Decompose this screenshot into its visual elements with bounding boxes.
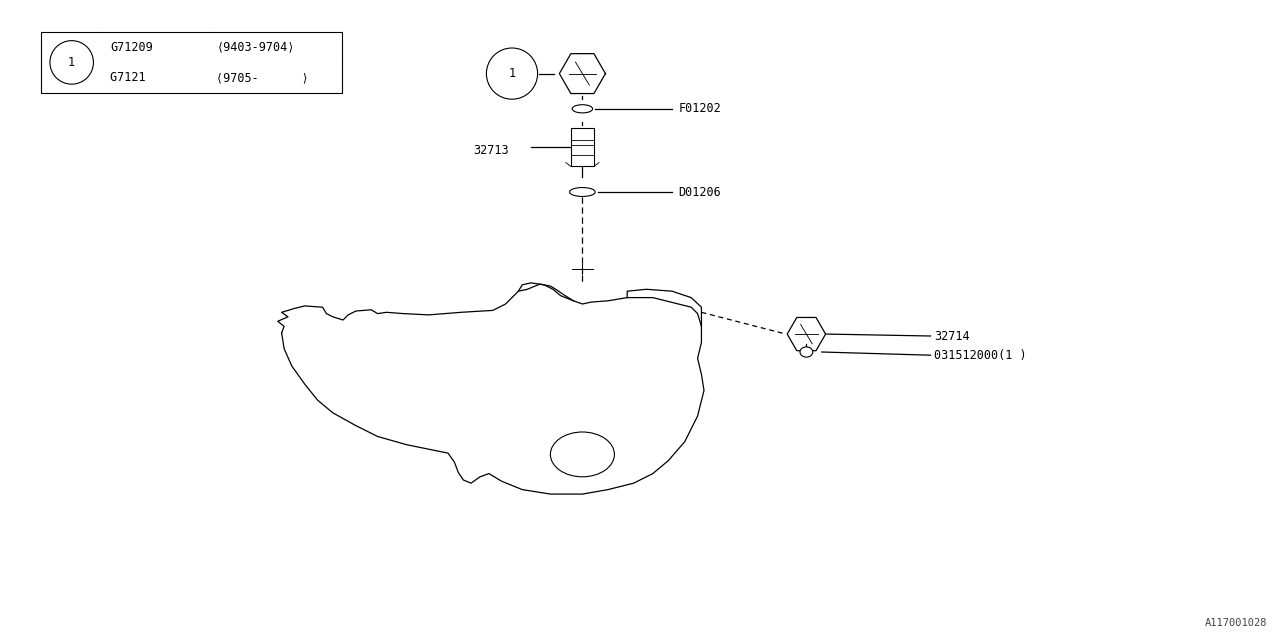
Text: G7121: G7121 [110,71,152,84]
Text: 1: 1 [508,67,516,80]
Ellipse shape [486,48,538,99]
Text: ⟨9403-9704⟩: ⟨9403-9704⟩ [216,41,294,54]
Text: 32713: 32713 [474,144,509,157]
Text: 1: 1 [68,56,76,69]
Ellipse shape [50,40,93,84]
Text: ⟨9705-      ⟩: ⟨9705- ⟩ [216,71,308,84]
Text: G71209: G71209 [110,41,152,54]
Ellipse shape [570,188,595,196]
Ellipse shape [800,347,813,357]
Text: D01206: D01206 [678,186,721,198]
Ellipse shape [550,432,614,477]
Text: 031512000(1 ): 031512000(1 ) [934,349,1027,362]
Text: 32714: 32714 [934,330,970,342]
Ellipse shape [572,105,593,113]
Text: F01202: F01202 [678,102,721,115]
Bar [41,32,342,93]
Bar [571,128,594,166]
Text: A117001028: A117001028 [1204,618,1267,628]
